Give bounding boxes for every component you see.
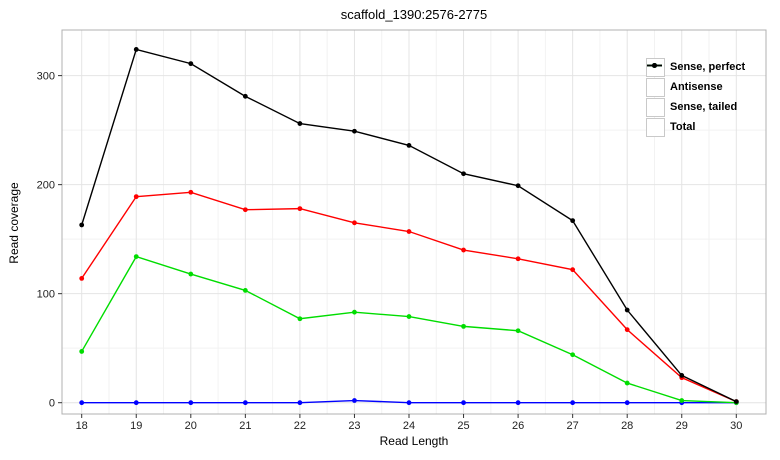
x-tick-label: 25 [457, 420, 469, 432]
series-point-sense-perfect [461, 247, 466, 253]
series-point-total [79, 222, 85, 228]
y-tick-label: 100 [37, 289, 55, 301]
series-point-sense-tailed [679, 398, 685, 403]
series-point-sense-perfect [133, 194, 139, 200]
series-point-antisense [461, 400, 466, 406]
x-tick-label: 24 [403, 420, 415, 432]
series-point-total [461, 171, 466, 177]
series-point-antisense [242, 400, 248, 406]
series-point-total [406, 142, 412, 148]
legend-item-total: Total [646, 63, 745, 137]
x-tick-label: 27 [567, 420, 579, 432]
series-point-total [242, 93, 248, 99]
series-point-total [515, 183, 521, 189]
series-point-sense-perfect [570, 267, 576, 273]
x-tick-label: 20 [185, 420, 197, 432]
legend-label: Sense, perfect [670, 61, 746, 73]
panel-border [61, 29, 767, 415]
legend: Sense, perfect Antisense Sense, tailed Tota… [646, 57, 745, 137]
series-point-sense-tailed [624, 380, 630, 386]
x-tick-label: 28 [621, 420, 633, 432]
series-point-sense-tailed [79, 349, 85, 354]
x-tick-label: 23 [348, 420, 360, 432]
x-tick-label: 22 [294, 420, 306, 432]
legend-label: Sense, tailed [670, 101, 738, 113]
x-tick-label: 30 [730, 420, 742, 432]
series-point-antisense [406, 400, 412, 406]
series-point-total [297, 121, 303, 126]
y-tick-label: 200 [37, 179, 55, 191]
series-point-sense-perfect [515, 256, 521, 262]
series-point-sense-tailed [133, 254, 139, 259]
series-point-antisense [188, 400, 194, 406]
legend-label: Antisense [670, 81, 723, 93]
series-point-sense-perfect [624, 327, 630, 333]
legend-key-icon [646, 63, 665, 117]
x-tick-label: 19 [130, 420, 142, 432]
series-point-sense-perfect [297, 206, 303, 212]
series-point-sense-tailed [188, 271, 194, 277]
series-point-sense-perfect [242, 207, 248, 213]
series-point-sense-tailed [352, 309, 357, 315]
series-point-antisense [570, 400, 576, 406]
series-point-sense-tailed [297, 316, 303, 322]
series-point-total [679, 373, 685, 378]
x-axis-title: Read Length [379, 434, 449, 448]
series-point-total [570, 218, 576, 224]
series-point-antisense [297, 400, 303, 406]
series-point-antisense [133, 400, 139, 406]
x-tick-label: 26 [512, 420, 524, 432]
series-point-total [352, 128, 357, 134]
series-point-sense-perfect [79, 276, 85, 281]
series-point-total [188, 61, 194, 67]
series-point-total [733, 399, 739, 405]
series-point-sense-tailed [515, 328, 521, 334]
series-point-total [624, 307, 630, 313]
legend-item-sense-tailed: Sense, tailed [646, 63, 745, 117]
legend-label: Total [670, 121, 696, 133]
legend-item-antisense: Antisense [646, 63, 745, 97]
series-point-sense-perfect [352, 220, 357, 226]
series-point-sense-perfect [406, 229, 412, 234]
x-tick-label: 29 [676, 420, 688, 432]
series-point-antisense [515, 400, 521, 406]
series-point-antisense [624, 400, 630, 406]
series-point-sense-tailed [461, 323, 466, 329]
chart-title: scaffold_1390:2576-2775 [340, 7, 488, 22]
series-point-sense-perfect [188, 189, 194, 195]
series-point-antisense [352, 398, 357, 403]
y-tick-label: 300 [37, 70, 55, 82]
series-point-sense-tailed [406, 314, 412, 319]
legend-key-icon [646, 63, 665, 97]
x-tick-label: 18 [76, 420, 88, 432]
y-tick-label: 0 [49, 398, 55, 410]
x-tick-label: 21 [239, 420, 251, 432]
series-point-antisense [79, 400, 85, 406]
series-point-sense-tailed [570, 352, 576, 358]
legend-key-icon [646, 63, 665, 137]
series-point-sense-tailed [242, 287, 248, 293]
series-point-total [133, 47, 139, 52]
